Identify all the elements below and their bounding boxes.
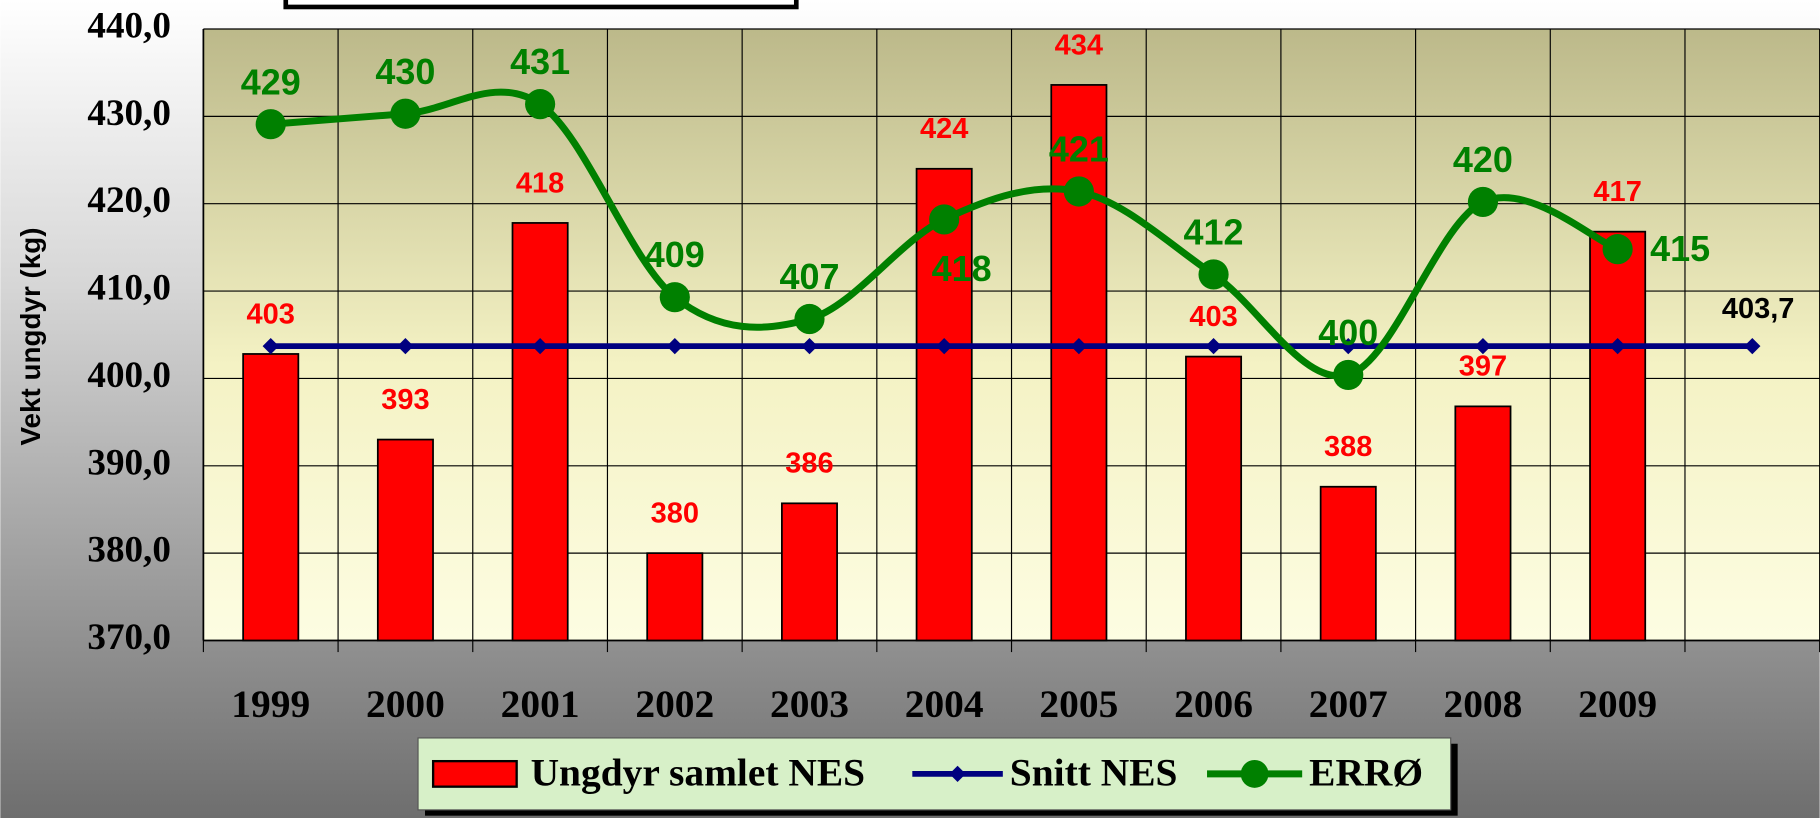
x-tick-label: 2002: [635, 682, 714, 726]
legend-swatch: [431, 759, 518, 788]
bar-value-label: 380: [651, 497, 699, 529]
marker: [397, 337, 414, 355]
bar: [781, 502, 838, 642]
legend-label: Ungdyr samlet NES: [531, 750, 866, 794]
marker: [390, 98, 421, 129]
legend-swatch: [1240, 759, 1269, 788]
marker: [1333, 359, 1364, 391]
marker: [1467, 186, 1499, 218]
x-tick-label: 2009: [1578, 682, 1657, 726]
marker: [1744, 337, 1761, 355]
bar: [242, 353, 300, 642]
bar-value-label: 388: [1324, 431, 1372, 463]
bar-value-label: 424: [920, 113, 968, 145]
bar: [1319, 485, 1377, 642]
bar-value-label: 403: [1189, 301, 1237, 333]
bar: [646, 552, 704, 642]
line-value-label: 430: [375, 51, 435, 92]
bar: [1454, 405, 1512, 642]
line-value-label: 429: [241, 61, 301, 102]
x-tick-label: 2003: [770, 682, 849, 726]
bar-value-label: 417: [1593, 176, 1641, 208]
x-tick-label: 2001: [501, 682, 580, 726]
line-value-label: 431: [510, 41, 570, 82]
bar: [376, 438, 434, 642]
y-tick-label: 410,0: [87, 268, 171, 309]
bar-value-label: 397: [1459, 351, 1507, 383]
bar-value-label: 434: [1055, 29, 1103, 61]
marker: [1474, 337, 1492, 355]
marker: [794, 303, 825, 335]
y-tick-label: 440,0: [87, 6, 171, 47]
bar-value-label: 393: [381, 384, 429, 416]
y-tick-label: 420,0: [87, 180, 171, 221]
marker: [255, 109, 286, 140]
x-tick-label: 2006: [1174, 682, 1253, 726]
line-value-label: 412: [1184, 212, 1244, 253]
line-value-label: 407: [779, 256, 839, 297]
marker: [801, 337, 818, 355]
marker: [929, 204, 960, 235]
marker: [936, 337, 953, 355]
line-value-label: 400: [1318, 312, 1378, 353]
title-box: [283, 0, 799, 10]
y-tick-label: 400,0: [87, 355, 171, 396]
x-tick-label: 2005: [1039, 682, 1118, 726]
marker: [1063, 176, 1094, 207]
x-tick-label: 2000: [366, 682, 445, 726]
line-value-label: 403,7: [1722, 293, 1795, 325]
marker: [531, 337, 549, 355]
bar: [915, 167, 973, 642]
bar: [1589, 230, 1647, 642]
x-tick-label: 2007: [1309, 682, 1388, 726]
x-tick-label: 2008: [1444, 682, 1523, 726]
x-tick-label: 2004: [905, 682, 984, 726]
legend-swatch: [949, 765, 966, 783]
marker: [262, 337, 279, 355]
marker: [659, 282, 690, 313]
bar-value-label: 386: [785, 448, 833, 480]
marker: [1340, 337, 1357, 355]
bar-value-label: 418: [516, 167, 564, 199]
x-tick-label: 1999: [231, 682, 310, 726]
marker: [1602, 234, 1633, 265]
bar-value-label: 403: [247, 298, 295, 330]
bar: [511, 222, 569, 642]
y-tick-label: 380,0: [87, 530, 171, 571]
marker: [1205, 337, 1222, 355]
y-tick-label: 390,0: [87, 442, 171, 483]
y-tick-label: 370,0: [87, 617, 171, 658]
legend-label: ERRØ: [1309, 750, 1423, 794]
marker: [1198, 259, 1229, 290]
line-value-label: 421: [1049, 129, 1109, 170]
y-axis-label: Vekt ungdyr (kg): [15, 227, 46, 445]
line-value-label: 415: [1650, 228, 1710, 269]
marker: [666, 337, 683, 355]
marker: [525, 89, 556, 120]
line-value-label: 409: [645, 234, 705, 275]
bar: [1185, 355, 1243, 642]
y-tick-label: 430,0: [87, 93, 171, 134]
line-value-label: 420: [1453, 139, 1513, 180]
marker: [1609, 337, 1626, 355]
legend-label: Snitt NES: [1010, 750, 1178, 794]
line-value-label: 418: [932, 248, 992, 289]
